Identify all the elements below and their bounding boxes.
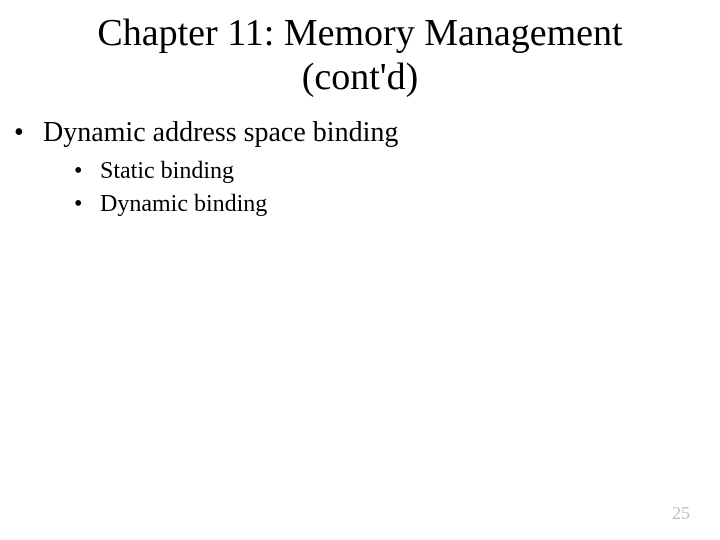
slide-title: Chapter 11: Memory Management (cont'd) xyxy=(0,0,720,99)
bullet-sub-2-text: Dynamic binding xyxy=(100,191,267,217)
bullet-list-level2: Static binding Dynamic binding xyxy=(36,155,720,220)
bullet-sub-1: Static binding xyxy=(94,155,720,187)
title-line-2: (cont'd) xyxy=(302,56,419,98)
bullet-main-text: Dynamic address space binding xyxy=(43,117,398,148)
slide: Chapter 11: Memory Management (cont'd) D… xyxy=(0,0,720,540)
bullet-sub-2: Dynamic binding xyxy=(94,188,720,220)
title-line-1: Chapter 11: Memory Management xyxy=(97,12,622,54)
bullet-sub-1-text: Static binding xyxy=(100,158,234,184)
bullet-main: Dynamic address space binding Static bin… xyxy=(36,117,720,220)
bullet-list-level1: Dynamic address space binding Static bin… xyxy=(0,117,720,220)
page-number: 25 xyxy=(672,503,690,524)
slide-body: Dynamic address space binding Static bin… xyxy=(0,99,720,220)
